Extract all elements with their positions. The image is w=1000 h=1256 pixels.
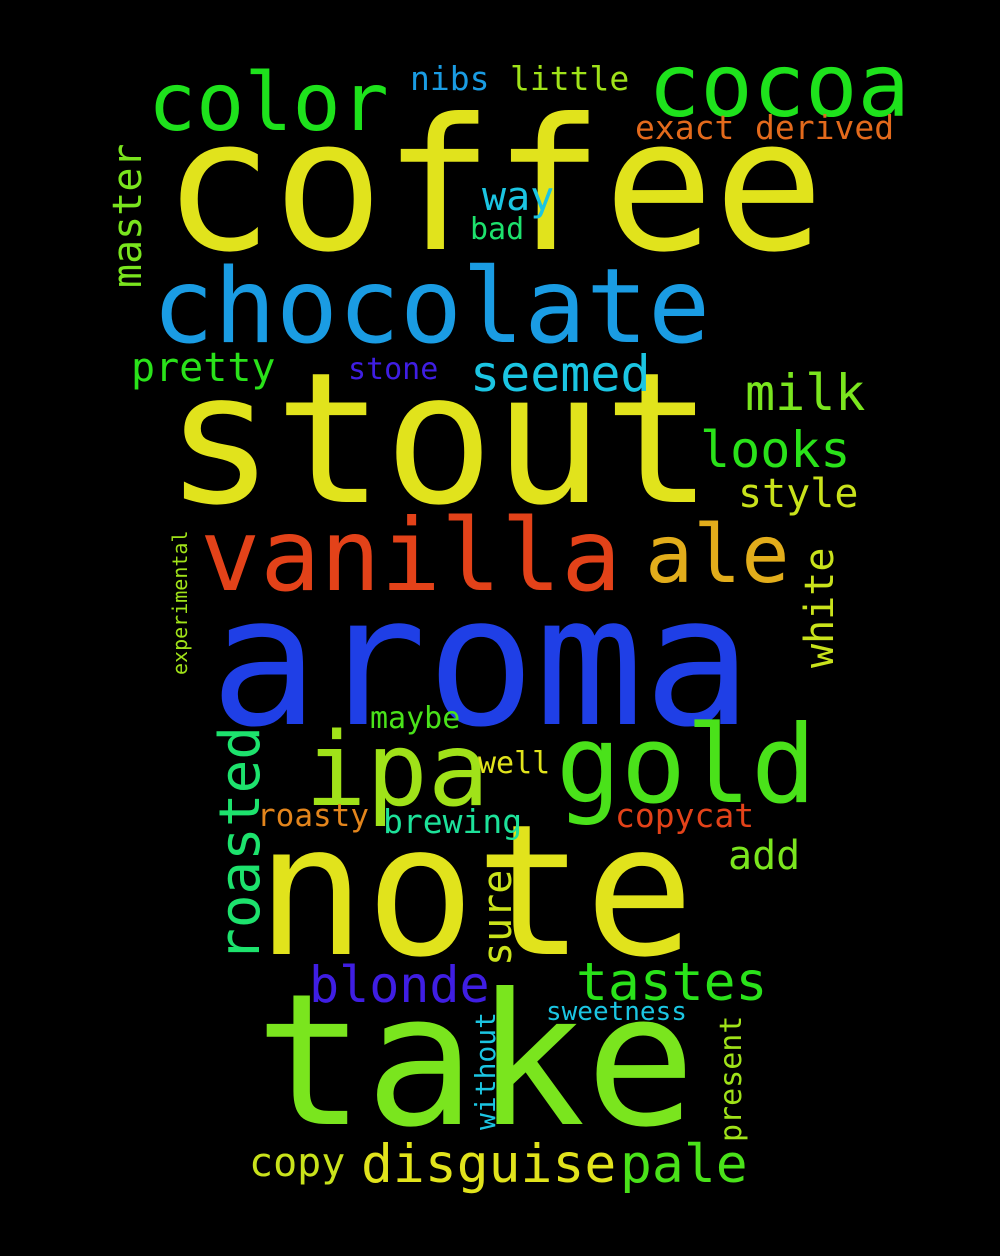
word-without: without [469, 1011, 502, 1130]
word-nibs: nibs [410, 59, 490, 98]
word-seemed: seemed [470, 345, 651, 403]
word-note: note [256, 785, 695, 997]
word-exact: exact [635, 108, 735, 147]
word-gold: gold [556, 703, 817, 828]
word-looks: looks [700, 421, 851, 479]
word-stout: stout [165, 333, 713, 545]
word-add: add [728, 833, 801, 879]
word-copycat: copycat [615, 796, 755, 835]
word-disguise: disguise [361, 1134, 617, 1195]
word-derived: derived [755, 108, 895, 147]
word-take: take [255, 955, 696, 1168]
word-brewing: brewing [383, 802, 523, 841]
word-way: way [482, 174, 555, 220]
word-well: well [478, 746, 551, 781]
word-copy: copy [249, 1140, 346, 1186]
word-style: style [738, 471, 859, 517]
word-milk: milk [745, 364, 866, 422]
word-vanilla: vanilla [200, 497, 622, 614]
word-ipa: ipa [305, 711, 490, 830]
word-sweetness: sweetness [546, 997, 687, 1027]
word-white: white [797, 547, 843, 668]
word-bad: bad [470, 212, 525, 247]
word-ale: ale [645, 508, 790, 601]
word-stone: stone [348, 352, 439, 387]
word-maybe: maybe [370, 701, 461, 736]
word-coffee: coffee [163, 80, 825, 293]
word-color: color [148, 56, 389, 149]
word-pale: pale [620, 1134, 748, 1195]
word-aroma: aroma [210, 558, 752, 767]
word-sure: sure [475, 869, 521, 966]
word-pretty: pretty [131, 345, 276, 391]
word-master: master [105, 143, 151, 289]
word-blonde: blonde [309, 956, 490, 1014]
word-roasty: roasty [257, 798, 369, 834]
word-roasted: roasted [208, 725, 273, 962]
word-present: present [714, 1015, 749, 1142]
word-chocolate: chocolate [152, 247, 711, 367]
word-experimental: experimental [168, 530, 192, 676]
word-tastes: tastes [576, 952, 768, 1013]
word-cocoa: cocoa [648, 35, 910, 137]
word-little: little [510, 59, 630, 98]
